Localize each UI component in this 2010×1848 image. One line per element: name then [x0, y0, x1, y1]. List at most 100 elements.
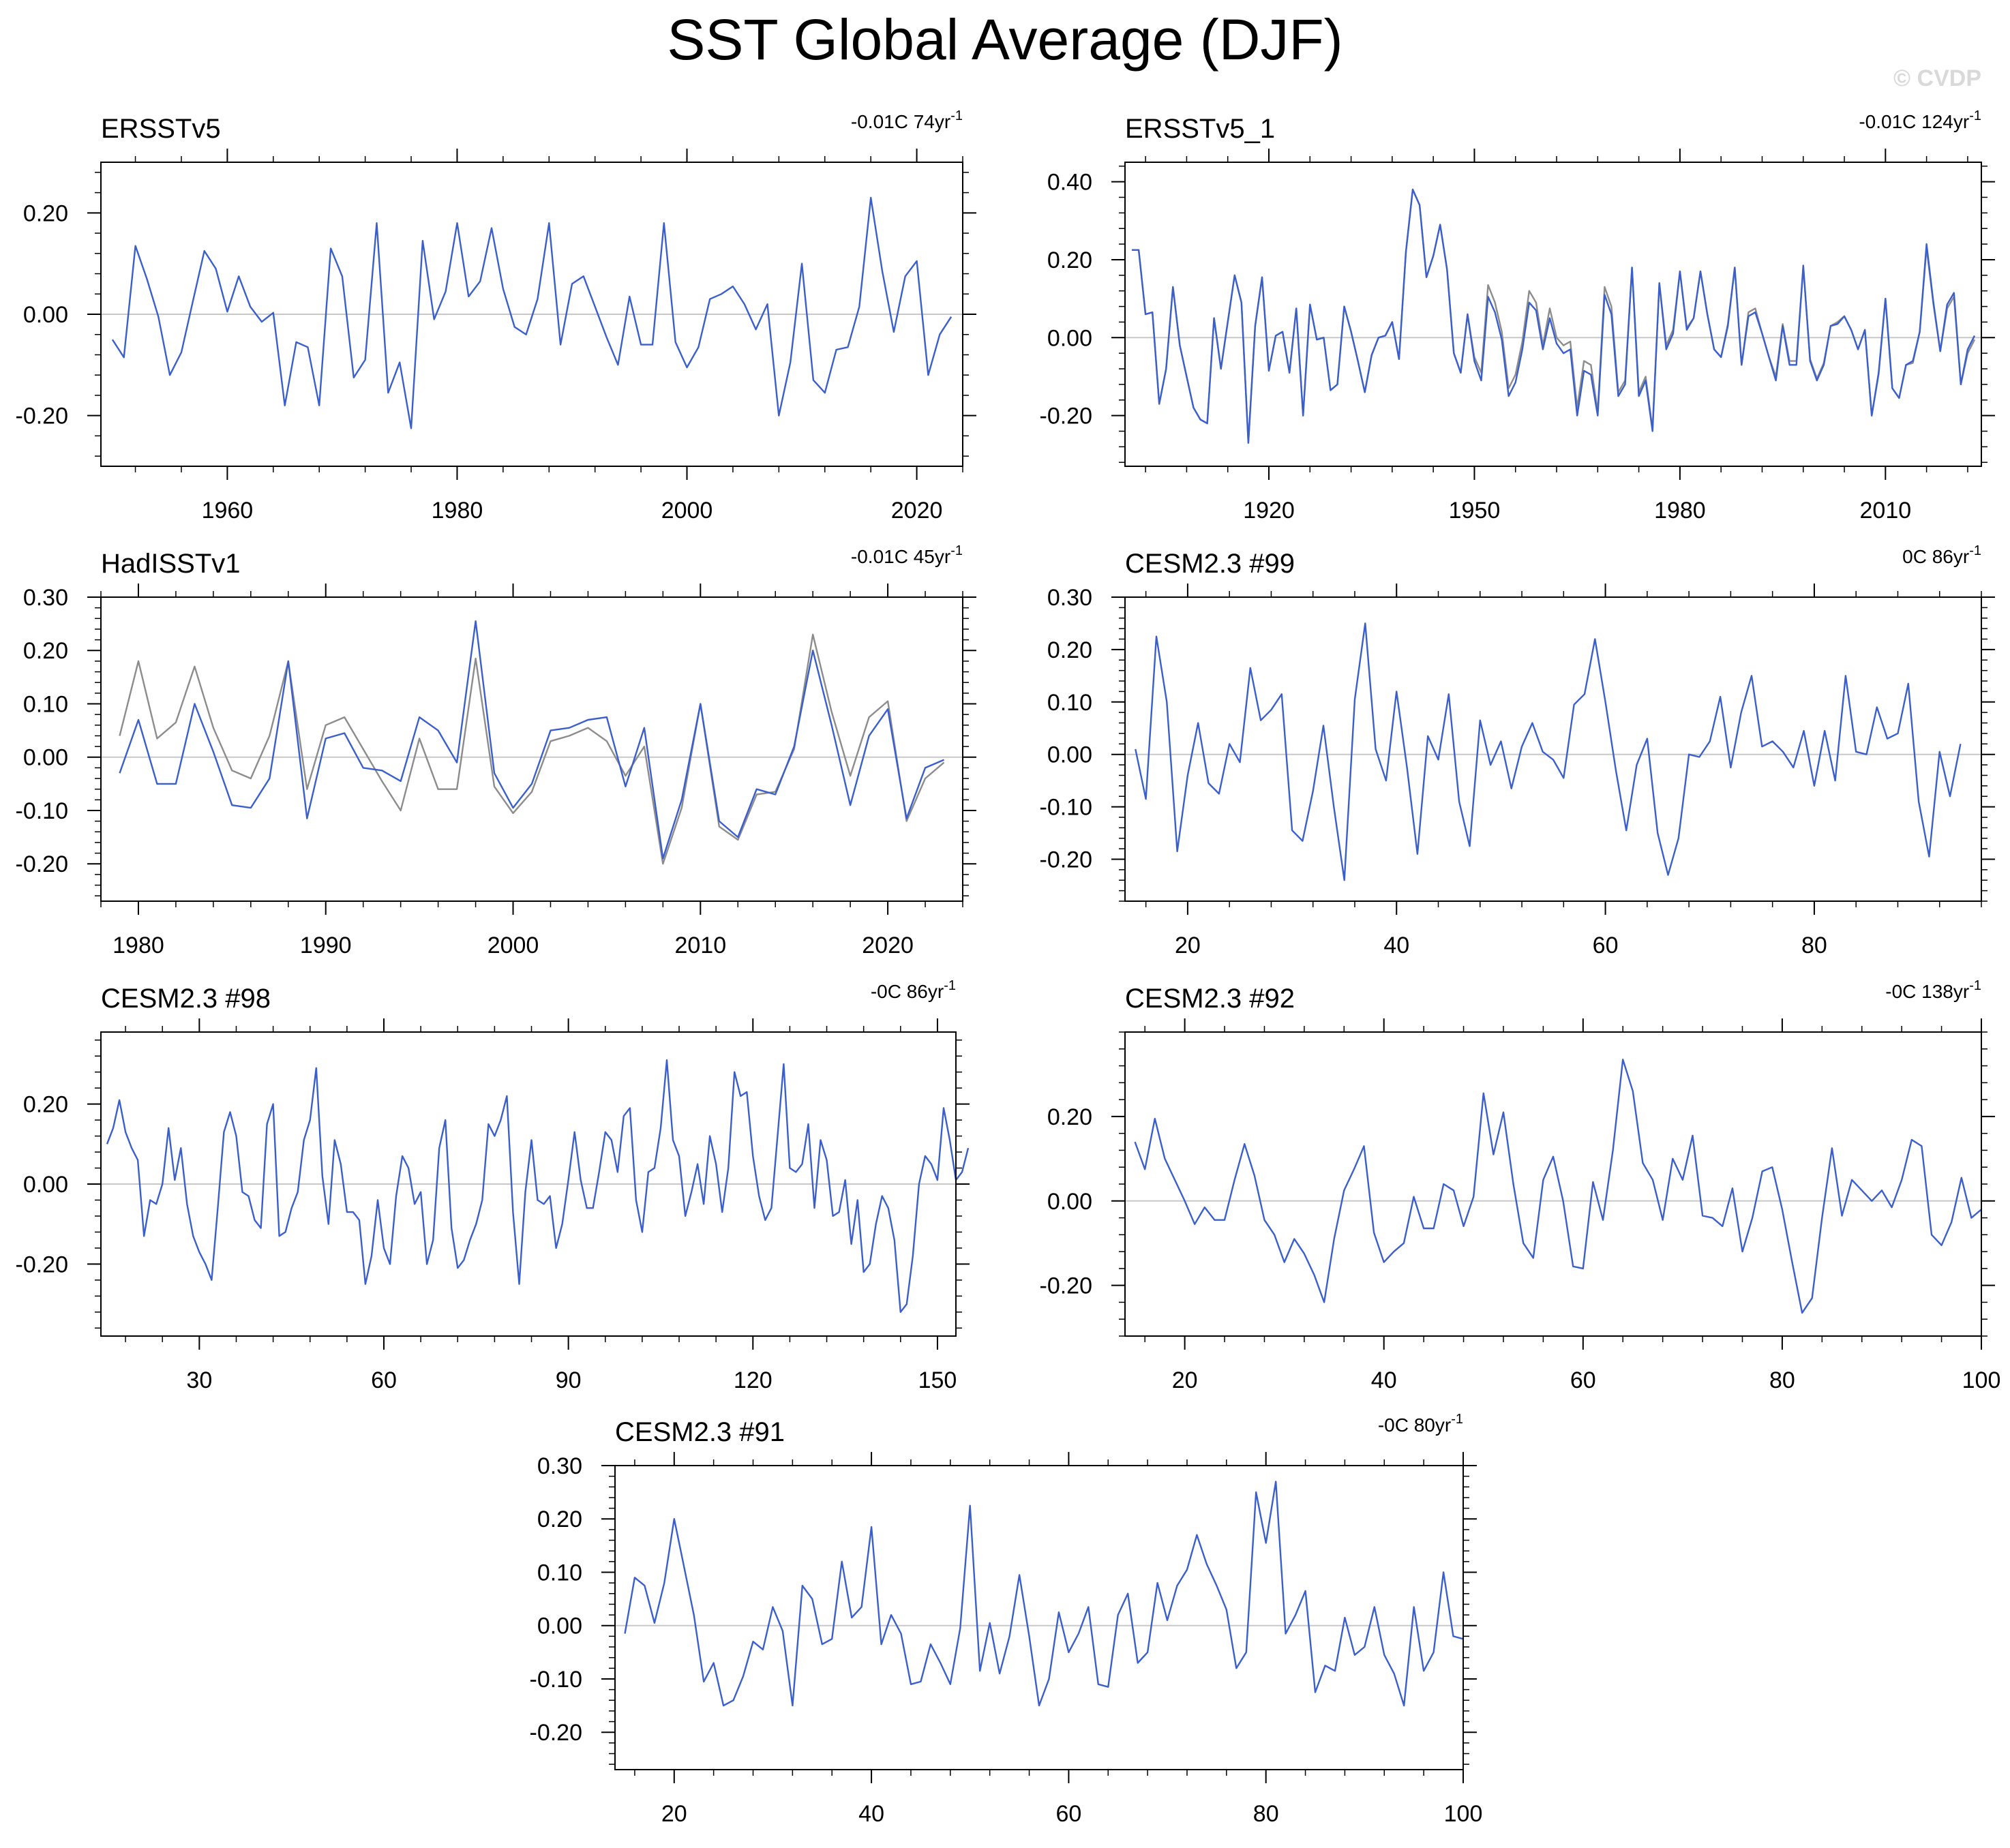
trend-exponent: -1: [1969, 543, 1981, 558]
y-tick-label: -0.20: [1040, 847, 1093, 873]
trend-label: -0C 138yr-1: [1885, 978, 1981, 1002]
trend-exponent: -1: [944, 978, 956, 993]
panel-title: HadISSTv1: [101, 549, 241, 579]
y-tick-label: 0.30: [1047, 585, 1092, 611]
y-tick-label: 0.00: [1047, 742, 1092, 768]
panel-title: ERSSTv5_1: [1125, 114, 1275, 144]
trend-label: -0.01C 45yr-1: [851, 543, 963, 567]
panel-4: 20 40 60 80 -0.20 -0.10 0.00 0.10 0.20 0.30 CESM2.…: [1040, 543, 1995, 958]
x-tick-label: 1980: [1654, 498, 1706, 524]
y-tick-label: 0.20: [1047, 1104, 1092, 1130]
series-line-secondary: [1132, 188, 1976, 444]
y-tick-label: 0.00: [1047, 1189, 1092, 1215]
panel-7: 20 40 60 80 100 -0.20 -0.10 0.00 0.10 0.20 0.30 CES…: [530, 1412, 1483, 1827]
panel-6: 20 40 60 80 100 -0.20 0.00 0.20 CESM2.3 #92 -0C 1…: [1040, 978, 2001, 1393]
plot-frame: [100, 1031, 957, 1337]
plot-frame: [100, 162, 963, 467]
series-line-primary: [1134, 1059, 1982, 1314]
series-line-primary: [111, 196, 952, 429]
trend-exponent: -1: [950, 108, 963, 123]
x-tick-label: 90: [556, 1367, 582, 1393]
x-tick-label: 150: [918, 1367, 957, 1393]
y-tick-label: 0.20: [537, 1506, 582, 1532]
x-tick-label: 60: [1593, 933, 1619, 958]
x-tick-label: 40: [858, 1801, 884, 1827]
panel-title: CESM2.3 #91: [615, 1417, 785, 1447]
y-tick-label: -0.20: [1040, 1273, 1093, 1299]
y-tick-label: 0.10: [1047, 690, 1092, 716]
x-tick-label: 20: [1172, 1367, 1198, 1393]
y-tick-label: 0.30: [537, 1453, 582, 1479]
trend-exponent: -1: [1451, 1412, 1463, 1427]
x-tick-label: 1920: [1243, 498, 1295, 524]
trend-exponent: -1: [1969, 978, 1981, 993]
x-tick-label: 60: [1570, 1367, 1596, 1393]
x-tick-label: 2010: [1860, 498, 1912, 524]
x-tick-label: 20: [1175, 933, 1201, 958]
x-tick-label: 1980: [112, 933, 164, 958]
panel-3: 1980 1990 2000 2010 2020 -0.20 -0.10 0.00 0.10 0.…: [16, 543, 976, 958]
x-tick-label: 1960: [202, 498, 254, 524]
y-tick-label: -0.20: [16, 851, 69, 877]
panel-title: CESM2.3 #99: [1125, 549, 1295, 579]
x-tick-label: 2020: [862, 933, 914, 958]
y-tick-label: 0.00: [23, 302, 68, 328]
y-tick-label: 0.00: [23, 745, 68, 771]
y-tick-label: 0.20: [23, 638, 68, 664]
panel-1: 1960 1980 2000 2020 -0.20 0.00 0.20 ERSSTv5 -0.0…: [16, 108, 976, 524]
x-tick-label: 80: [1801, 933, 1827, 958]
y-tick-label: -0.10: [1040, 795, 1093, 821]
x-tick-label: 30: [186, 1367, 212, 1393]
trend-exponent: -1: [1969, 108, 1981, 123]
x-tick-label: 2010: [674, 933, 726, 958]
x-tick-label: 1950: [1449, 498, 1501, 524]
y-tick-label: -0.20: [1040, 404, 1093, 429]
y-tick-label: 0.20: [23, 200, 68, 226]
series-line-primary: [624, 1481, 1464, 1707]
plot-frame: [1124, 1031, 1982, 1337]
y-tick-label: 0.00: [537, 1614, 582, 1639]
x-tick-label: 100: [1962, 1367, 2001, 1393]
x-tick-label: 20: [661, 1801, 687, 1827]
series-line-secondary: [119, 633, 945, 865]
trend-label: -0.01C 124yr-1: [1859, 108, 1981, 132]
y-tick-label: 0.20: [1047, 637, 1092, 663]
y-tick-label: 0.00: [23, 1172, 68, 1198]
plot-frame: [100, 596, 963, 902]
x-tick-label: 2020: [891, 498, 943, 524]
plot-frame: [1124, 162, 1982, 467]
y-tick-label: 0.30: [23, 585, 68, 611]
x-tick-label: 40: [1383, 933, 1409, 958]
trend-label: 0C 86yr-1: [1902, 543, 1981, 567]
series-line-primary: [1135, 622, 1962, 881]
plot-frame: [614, 1465, 1464, 1770]
x-tick-label: 1990: [300, 933, 352, 958]
y-tick-label: 0.00: [1047, 325, 1092, 351]
panel-2: 1920 1950 1980 2010 -0.20 0.00 0.20 0.40 ERSSTv5…: [1040, 108, 1995, 524]
series-line-primary: [106, 1059, 970, 1314]
y-tick-label: -0.20: [16, 1252, 69, 1277]
panel-title: CESM2.3 #98: [101, 984, 271, 1014]
panel-5: 30 60 90 120 150 -0.20 0.00 0.20 CESM2.3 #98 -0C …: [16, 978, 970, 1393]
watermark: © CVDP: [1893, 65, 1981, 91]
y-tick-label: -0.20: [530, 1720, 583, 1746]
y-tick-label: 0.20: [1047, 247, 1092, 273]
trend-label: -0C 86yr-1: [871, 978, 956, 1002]
trend-label: -0C 80yr-1: [1378, 1412, 1463, 1436]
x-tick-label: 60: [371, 1367, 397, 1393]
x-tick-label: 40: [1371, 1367, 1397, 1393]
trend-exponent: -1: [950, 543, 963, 558]
y-tick-label: -0.10: [530, 1667, 583, 1693]
y-tick-label: -0.10: [16, 798, 69, 824]
x-tick-label: 100: [1444, 1801, 1483, 1827]
trend-label: -0.01C 74yr-1: [851, 108, 963, 132]
x-tick-label: 120: [734, 1367, 772, 1393]
y-tick-label: -0.20: [16, 404, 69, 429]
y-tick-label: 0.20: [23, 1092, 68, 1118]
x-tick-label: 2000: [661, 498, 713, 524]
x-tick-label: 80: [1253, 1801, 1279, 1827]
x-tick-label: 1980: [432, 498, 483, 524]
plot-frame: [1124, 596, 1982, 902]
y-tick-label: 0.10: [23, 691, 68, 717]
main-title: SST Global Average (DJF): [667, 7, 1343, 72]
